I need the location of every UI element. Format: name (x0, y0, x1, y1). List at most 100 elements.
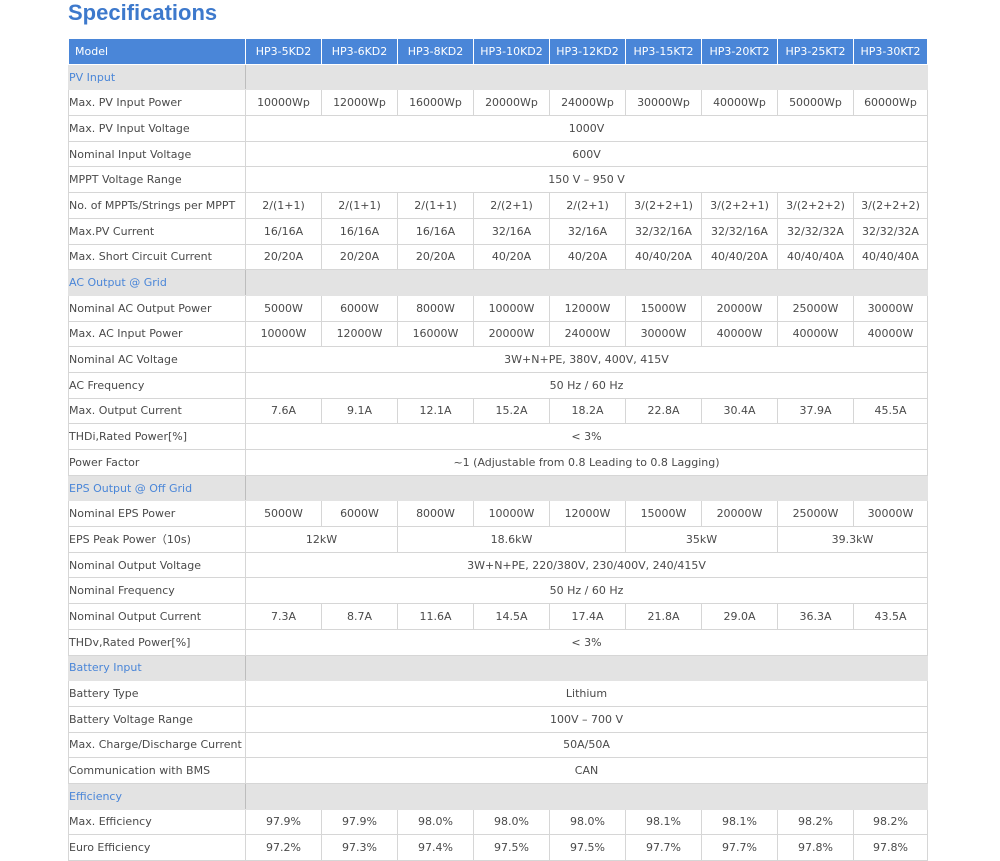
section-header-row: AC Output @ Grid (68, 269, 928, 296)
value-cell: 36.3A (777, 603, 854, 630)
value-cell: 17.4A (549, 603, 626, 630)
value-cell: 98.2% (777, 808, 854, 836)
value-cell: CAN (245, 757, 928, 784)
value-cell: 6000W (321, 294, 398, 322)
value-cell: 16/16A (245, 217, 322, 245)
value-cell: 12000W (321, 320, 398, 348)
value-cell: 98.0% (397, 808, 474, 836)
model-header-cell: HP3-5KD2 (245, 38, 322, 65)
value-cell: 10000Wp (245, 89, 322, 117)
row-label: THDv,Rated Power[%] (68, 628, 246, 656)
value-cell: 45.5A (853, 397, 928, 425)
value-cell: 21.8A (625, 603, 702, 630)
value-cell: 15000W (625, 294, 702, 322)
table-row: Max. Short Circuit Current 20/20A 20/20A 20… (68, 243, 928, 271)
value-cell: ~1 (Adjustable from 0.8 Leading to 0.8 L… (245, 449, 928, 476)
value-cell: 98.1% (625, 808, 702, 836)
table-row: Euro Efficiency 97.2% 97.3% 97.4% 97.5% 97.5%… (68, 834, 928, 861)
value-cell: 97.5% (473, 834, 550, 861)
model-header-cell: HP3-20KT2 (701, 38, 778, 65)
row-label: Nominal Output Voltage (68, 551, 246, 579)
value-cell: 98.1% (701, 808, 778, 836)
table-row: AC Frequency 50 Hz / 60 Hz (68, 371, 928, 399)
value-cell: 7.6A (245, 397, 322, 425)
row-label: Max. PV Input Power (68, 89, 246, 117)
row-label: Power Factor (68, 449, 246, 476)
table-row: Power Factor ~1 (Adjustable from 0.8 Lead… (68, 449, 928, 476)
value-cell: 37.9A (777, 397, 854, 425)
value-cell: 40000W (853, 320, 928, 348)
value-cell: 22.8A (625, 397, 702, 425)
value-cell: 40/40/20A (625, 243, 702, 271)
value-cell: 39.3kW (777, 526, 928, 553)
value-cell: 3/(2+2+1) (701, 192, 778, 219)
table-row: THDv,Rated Power[%] < 3% (68, 628, 928, 656)
value-cell: 8.7A (321, 603, 398, 630)
value-cell: 16000Wp (397, 89, 474, 117)
model-header-cell: HP3-10KD2 (473, 38, 550, 65)
section-fill (245, 63, 928, 91)
value-cell: 40/20A (549, 243, 626, 271)
value-cell: 32/16A (473, 217, 550, 245)
value-cell: 98.0% (473, 808, 550, 836)
table-body: PV Input Max. PV Input Power 10000Wp 12000W… (68, 63, 928, 861)
value-cell: 97.9% (245, 808, 322, 836)
row-label: EPS Peak Power（10s) (68, 526, 246, 553)
value-cell: 15.2A (473, 397, 550, 425)
table-row: Battery Type Lithium (68, 680, 928, 707)
value-cell: 18.6kW (397, 526, 626, 553)
table-row: Nominal EPS Power 5000W 6000W 8000W 10000W 12… (68, 500, 928, 528)
row-label: THDi,Rated Power[%] (68, 423, 246, 450)
section-fill (245, 782, 928, 810)
value-cell: 6000W (321, 500, 398, 528)
value-cell: 24000W (549, 320, 626, 348)
value-cell: 5000W (245, 500, 322, 528)
value-cell: 10000W (245, 320, 322, 348)
value-cell: 32/32/16A (701, 217, 778, 245)
value-cell: 9.1A (321, 397, 398, 425)
section-title: PV Input (68, 63, 246, 91)
value-cell: 20/20A (245, 243, 322, 271)
value-cell: 32/32/32A (777, 217, 854, 245)
table-row: MPPT Voltage Range 150 V – 950 V (68, 166, 928, 194)
section-title: Battery Input (68, 654, 246, 682)
value-cell: 12000W (549, 294, 626, 322)
value-cell: 16/16A (397, 217, 474, 245)
row-label: Communication with BMS (68, 757, 246, 784)
table-row: Nominal Output Current 7.3A 8.7A 11.6A 14.5A… (68, 603, 928, 630)
value-cell: 15000W (625, 500, 702, 528)
table-row: Max. PV Input Power 10000Wp 12000Wp 16000Wp… (68, 89, 928, 117)
section-fill (245, 269, 928, 296)
table-row: Max. Efficiency 97.9% 97.9% 98.0% 98.0% 98.0%… (68, 808, 928, 836)
value-cell: 30.4A (701, 397, 778, 425)
value-cell: 3/(2+2+1) (625, 192, 702, 219)
value-cell: 20000W (473, 320, 550, 348)
model-header-cell: HP3-8KD2 (397, 38, 474, 65)
section-fill (245, 474, 928, 502)
section-title: EPS Output @ Off Grid (68, 474, 246, 502)
value-cell: 14.5A (473, 603, 550, 630)
row-label: Max. Efficiency (68, 808, 246, 836)
table-row: Max. Charge/Discharge Current 50A/50A (68, 731, 928, 759)
table-row: Battery Voltage Range 100V – 700 V (68, 705, 928, 733)
row-label: Battery Voltage Range (68, 705, 246, 733)
value-cell: 43.5A (853, 603, 928, 630)
table-row: Nominal AC Voltage 3W+N+PE, 380V, 400V, 4… (68, 346, 928, 373)
value-cell: 20/20A (321, 243, 398, 271)
value-cell: 20/20A (397, 243, 474, 271)
value-cell: 20000Wp (473, 89, 550, 117)
value-cell: 600V (245, 140, 928, 168)
value-cell: 25000W (777, 500, 854, 528)
value-cell: 40000Wp (701, 89, 778, 117)
row-label: Max. PV Input Voltage (68, 115, 246, 142)
value-cell: 3/(2+2+2) (853, 192, 928, 219)
section-title: Efficiency (68, 782, 246, 810)
value-cell: 30000W (625, 320, 702, 348)
model-header-cell: HP3-12KD2 (549, 38, 626, 65)
value-cell: 98.0% (549, 808, 626, 836)
value-cell: 29.0A (701, 603, 778, 630)
value-cell: 18.2A (549, 397, 626, 425)
model-header-label: Model (68, 38, 246, 65)
value-cell: 40/20A (473, 243, 550, 271)
value-cell: 12000Wp (321, 89, 398, 117)
